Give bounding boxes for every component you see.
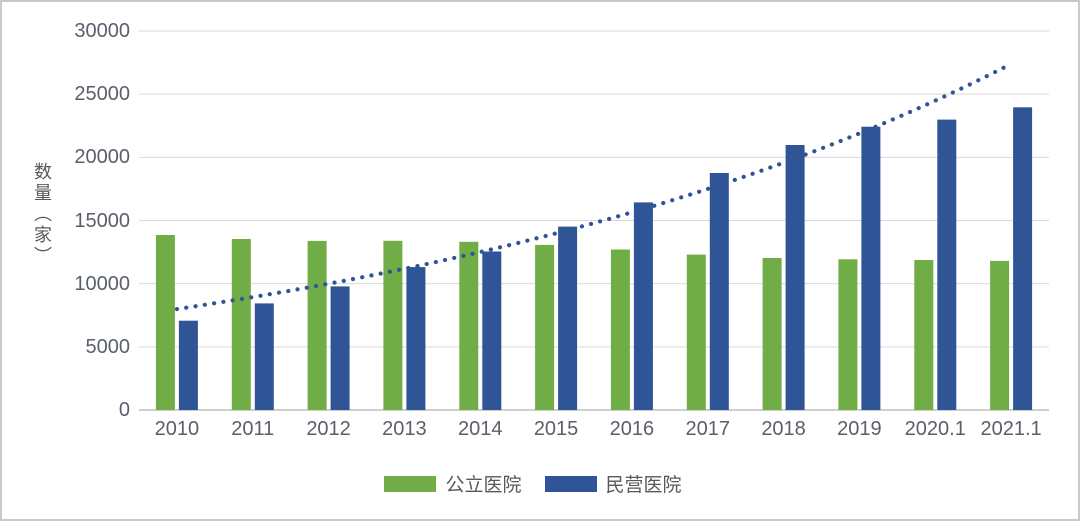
y-tick-label: 5000	[85, 335, 131, 358]
bar-public-hospitals-2011	[231, 239, 251, 410]
legend-swatch-private-hospitals	[544, 475, 597, 492]
bar-public-hospitals-2010	[155, 235, 175, 410]
x-tick-label-2015: 2015	[533, 418, 579, 440]
x-tick-label-2018: 2018	[761, 418, 806, 440]
legend-label-private-hospitals: 民营医院	[605, 475, 682, 496]
bar-private-hospitals-2012	[330, 286, 350, 410]
legend: 公立医院 民营医院	[2, 470, 1078, 497]
bar-private-hospitals-2017	[709, 173, 729, 410]
bar-private-hospitals-2016	[633, 202, 653, 410]
bar-private-hospitals-2013	[406, 267, 426, 410]
x-tick-label-2020.1: 2020.1	[904, 418, 966, 440]
x-tick-label-2010: 2010	[154, 418, 200, 440]
bar-private-hospitals-2015	[558, 226, 578, 410]
bar-public-hospitals-2012	[307, 240, 327, 410]
y-tick-label: 30000	[74, 20, 130, 42]
bar-public-hospitals-2016	[610, 249, 630, 410]
y-tick-label: 15000	[74, 209, 130, 232]
bar-private-hospitals-2019	[861, 126, 881, 410]
bar-private-hospitals-2018	[785, 145, 805, 410]
bar-private-hospitals-2020.1	[937, 119, 957, 410]
y-tick-label: 20000	[74, 146, 130, 169]
x-tick-label-2017: 2017	[685, 418, 730, 440]
x-tick-label-2011: 2011	[231, 418, 275, 440]
x-tick-label-2012: 2012	[306, 418, 351, 440]
x-tick-label-2013: 2013	[382, 418, 427, 440]
bar-public-hospitals-2019	[838, 259, 858, 410]
y-tick-label: 25000	[74, 83, 130, 106]
x-tick-label-2021.1: 2021.1	[980, 418, 1042, 440]
bar-public-hospitals-2018	[762, 258, 782, 410]
bar-public-hospitals-2013	[383, 240, 403, 410]
bar-private-hospitals-2014	[482, 251, 502, 410]
x-tick-label-2016: 2016	[609, 418, 655, 440]
bar-public-hospitals-2014	[459, 241, 479, 410]
y-axis-title: 数量（家）	[32, 162, 52, 267]
y-tick-label: 10000	[74, 272, 130, 295]
trendline-private-hospitals-exponential	[174, 61, 1014, 312]
x-tick-label-2019: 2019	[837, 418, 882, 440]
bar-public-hospitals-2020.1	[914, 260, 934, 410]
x-tick-label-2014: 2014	[457, 418, 503, 440]
bar-private-hospitals-2021.1	[1013, 107, 1033, 411]
legend-swatch-public-hospitals	[384, 475, 437, 492]
bar-public-hospitals-2021.1	[990, 260, 1010, 410]
bar-private-hospitals-2010	[178, 320, 198, 410]
y-tick-label: 0	[118, 399, 130, 421]
bar-public-hospitals-2017	[686, 254, 706, 410]
bar-private-hospitals-2011	[254, 303, 274, 410]
legend-label-public-hospitals: 公立医院	[445, 475, 522, 496]
bar-public-hospitals-2015	[535, 244, 555, 410]
